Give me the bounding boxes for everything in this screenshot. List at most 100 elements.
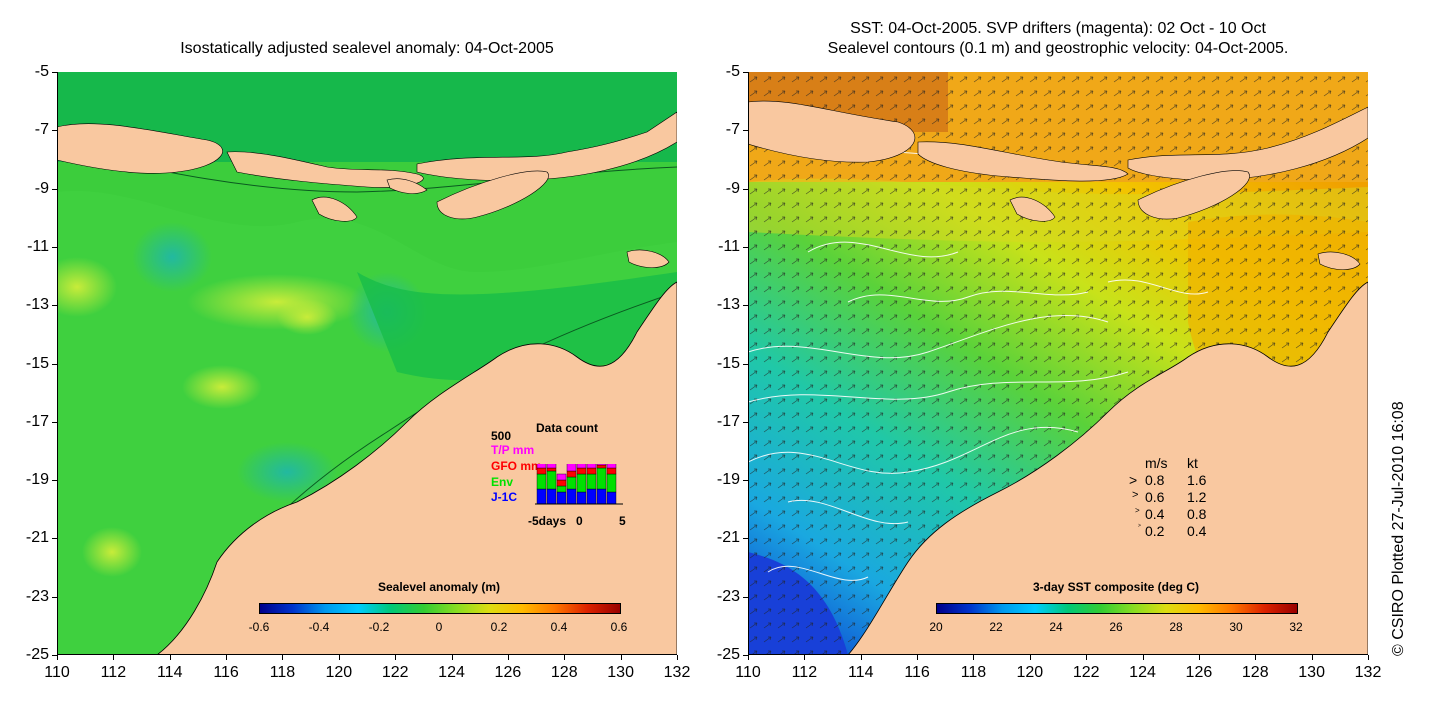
right-x-tick-label: 122 [1072, 664, 1100, 681]
colorbar-tick-label: 24 [1049, 620, 1063, 634]
right-y-tick-label: -19 [716, 471, 740, 489]
right-plot-frame [748, 72, 1368, 655]
left-colorbar [259, 603, 621, 614]
left-y-tick-label: -15 [25, 354, 49, 372]
colorbar-tick-label: 32 [1289, 620, 1303, 634]
y-tick-mark [743, 363, 748, 365]
left-x-tick-label: 110 [44, 664, 70, 681]
count-bar-segment [606, 464, 617, 469]
x-tick-mark [507, 655, 509, 660]
velocity-kt-value: 0.8 [1187, 506, 1207, 522]
left-y-tick-label: -25 [25, 646, 49, 663]
y-tick-mark [52, 655, 57, 656]
count-bar-segment [556, 473, 567, 481]
right-x-tick-label: 132 [1354, 664, 1382, 681]
colorbar-tick-label: 26 [1109, 620, 1123, 634]
right-y-tick-label: -9 [725, 179, 740, 197]
y-tick-mark [743, 188, 748, 190]
left-x-tick-label: 128 [550, 664, 578, 681]
left-x-tick-label: 124 [438, 664, 465, 681]
left-y-tick-label: -21 [25, 529, 49, 547]
right-x-tick-label: 112 [791, 664, 818, 681]
velocity-arrow-icon: > [1132, 489, 1139, 501]
y-tick-mark [743, 596, 748, 598]
x-tick-mark [748, 655, 749, 660]
velocity-kt-value: 0.4 [1187, 523, 1207, 539]
left-x-tick-label: 116 [213, 664, 239, 681]
y-tick-mark [743, 72, 748, 73]
x-tick-mark [338, 655, 340, 660]
colorbar-tick-label: 20 [929, 620, 943, 634]
left-map[interactable]: Sealevel anomaly (m) -0.6 -0.4 -0.2 0 0.2 0.4… [57, 72, 677, 655]
x-tick-mark [169, 655, 171, 660]
velocity-ms-value: 0.8 [1145, 472, 1165, 488]
left-x-tick-label: 114 [156, 664, 183, 681]
velocity-kt-value: 1.2 [1187, 489, 1207, 505]
right-x-tick-label: 130 [1298, 664, 1325, 681]
x-tick-mark [1198, 655, 1200, 660]
left-x-tick-label: 120 [325, 664, 353, 681]
x-tick-mark [1311, 655, 1313, 660]
count-x-left: -5days [528, 514, 567, 528]
y-tick-mark [52, 130, 57, 132]
x-tick-mark [1142, 655, 1144, 660]
x-tick-mark [973, 655, 975, 660]
right-x-tick-label: 114 [847, 664, 874, 681]
data-count-title: Data count [536, 421, 599, 435]
velocity-ms-value: 0.6 [1145, 489, 1165, 505]
x-tick-mark [677, 655, 678, 660]
colorbar-tick-label: 0.4 [550, 620, 568, 634]
x-tick-mark [113, 655, 115, 660]
y-tick-mark [743, 655, 748, 656]
left-x-tick-label: 122 [381, 664, 409, 681]
right-y-tick-label: -17 [716, 412, 740, 430]
left-x-tick-label: 130 [607, 664, 634, 681]
x-tick-mark [451, 655, 453, 660]
data-count-max: 500 [491, 429, 512, 443]
right-y-tick-label: -5 [725, 63, 740, 80]
y-tick-mark [52, 188, 57, 190]
left-x-tick-label: 126 [494, 664, 522, 681]
velocity-arrow-icon: > [1138, 523, 1141, 529]
x-tick-mark [1255, 655, 1257, 660]
y-tick-mark [743, 305, 748, 307]
right-x-tick-label: 116 [904, 664, 930, 681]
left-y-tick-label: -5 [34, 63, 49, 80]
count-bar-segment [566, 464, 577, 472]
x-tick-mark [804, 655, 806, 660]
y-tick-mark [743, 246, 748, 248]
velocity-arrow-icon: > [1129, 472, 1138, 488]
colorbar-tick-label: 0.2 [490, 620, 508, 634]
right-x-tick-label: 110 [735, 664, 761, 681]
colorbar-tick-label: 28 [1169, 620, 1183, 634]
colorbar-tick-label: -0.4 [308, 620, 330, 634]
right-x-tick-label: 124 [1129, 664, 1156, 681]
x-tick-mark [226, 655, 228, 660]
left-panel-title: Isostatically adjusted sealevel anomaly:… [180, 40, 554, 57]
count-bar-segment [576, 464, 587, 469]
left-y-tick-label: -23 [25, 587, 49, 605]
left-x-tick-label: 112 [100, 664, 127, 681]
y-tick-mark [52, 480, 57, 482]
right-y-tick-label: -13 [716, 296, 740, 314]
velocity-ms-value: 0.4 [1145, 506, 1165, 522]
right-map[interactable]: m/s kt >0.8 1.6 >0.6 1.2 >0.4 0.8 >0.2 0.4 3-da… [748, 72, 1368, 655]
left-y-tick-label: -7 [34, 121, 49, 139]
right-x-tick-label: 120 [1016, 664, 1044, 681]
left-y-tick-label: -9 [34, 179, 49, 197]
right-x-tick-label: 118 [960, 664, 987, 681]
right-y-tick-label: -15 [716, 354, 740, 372]
colorbar-tick-label: 0.6 [610, 620, 628, 634]
left-y-tick-label: -17 [25, 412, 49, 430]
legend-tp: T/P mm [491, 443, 535, 457]
count-bar-segment [536, 464, 547, 469]
left-y-tick-label: -19 [25, 471, 49, 489]
velocity-legend-ms-header: m/s [1145, 455, 1168, 471]
y-tick-mark [52, 538, 57, 540]
y-tick-mark [743, 130, 748, 132]
y-tick-mark [743, 538, 748, 540]
colorbar-tick-label: -0.6 [248, 620, 270, 634]
right-y-tick-label: -7 [725, 121, 740, 139]
left-x-tick-label: 118 [269, 664, 296, 681]
count-bar-segment [586, 464, 597, 469]
